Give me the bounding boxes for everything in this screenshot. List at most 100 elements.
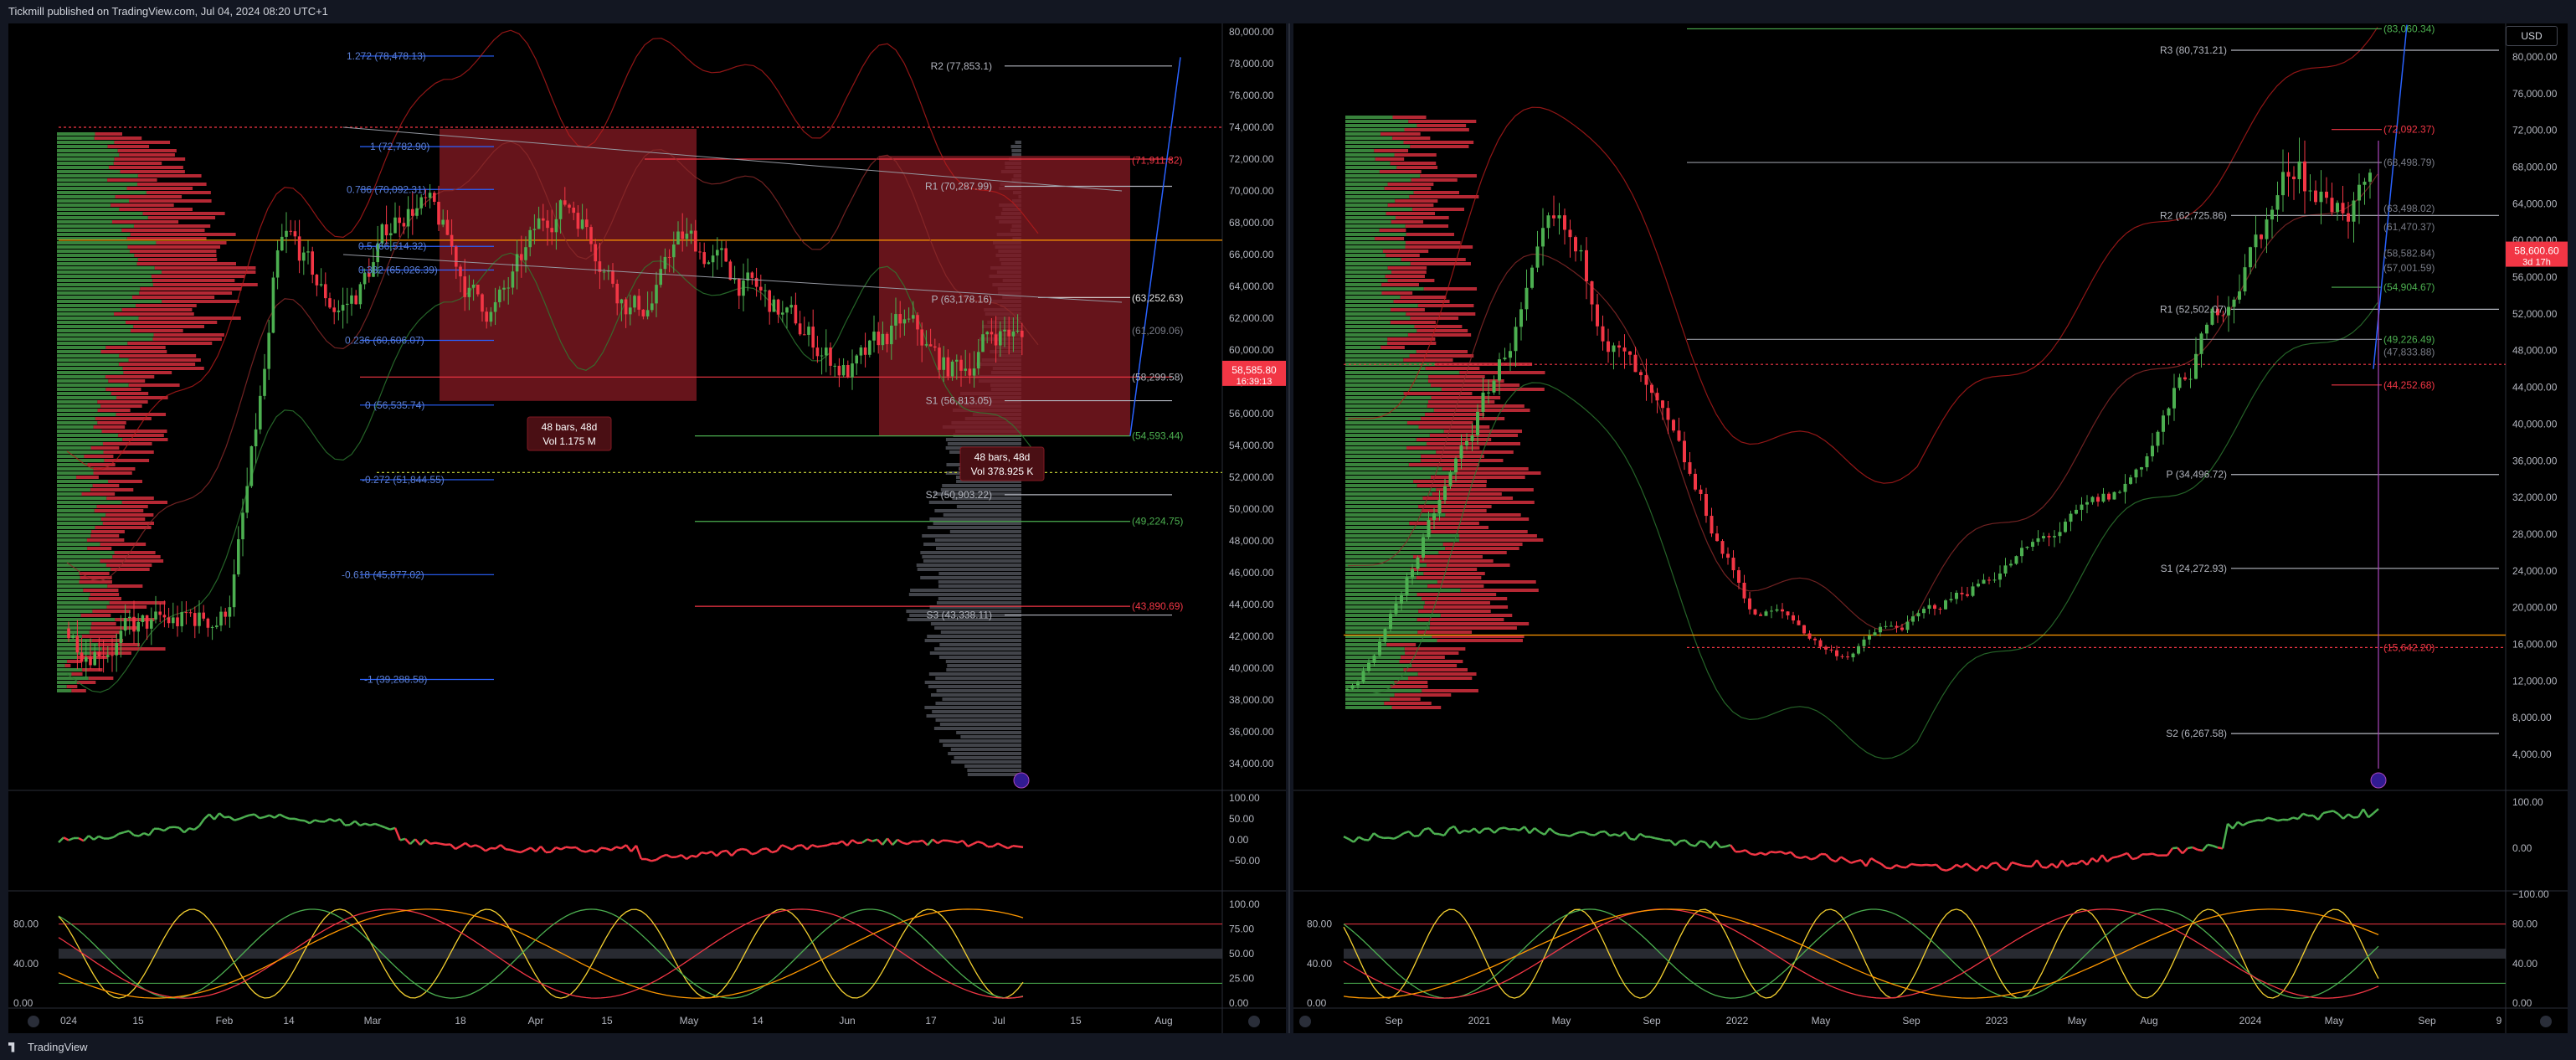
rsi-line-segment — [560, 846, 567, 851]
volume-profile-bar — [1345, 547, 1446, 550]
volume-profile-bar — [1460, 589, 1539, 592]
volume-profile-bar — [57, 141, 115, 144]
candle-body — [167, 617, 171, 624]
rsi-line-segment — [2095, 854, 2104, 863]
candle-body — [580, 219, 584, 229]
rsi-line-segment — [2322, 810, 2329, 815]
candle-body — [2042, 536, 2045, 538]
candle-body — [132, 616, 136, 632]
level-label: (43,890.69) — [1132, 600, 1183, 612]
currency-selector[interactable]: USD — [2506, 26, 2558, 46]
candle-body — [275, 250, 280, 278]
stoch-left-axis-label: 0.00 — [13, 997, 33, 1009]
fixed-range-profile-bar — [949, 530, 1021, 533]
candle-body — [411, 208, 414, 216]
volume-profile-bar — [1345, 224, 1406, 228]
rsi-line-segment — [178, 826, 185, 834]
volume-profile-bar — [1345, 258, 1401, 261]
rsi-line-segment — [384, 826, 391, 831]
rsi-line-segment — [399, 837, 406, 841]
level-label: (54,904.67) — [2383, 281, 2435, 293]
left-chart-panel[interactable]: 80,000.00 78,000.00 76,000.00 74,000.00 72,0… — [8, 23, 1286, 1033]
candle-body — [912, 315, 915, 319]
rsi-line-segment — [183, 827, 190, 834]
rsi-line-segment — [1599, 830, 1606, 833]
volume-profile-bar — [1442, 543, 1523, 546]
rsi-line-segment — [414, 838, 421, 846]
volume-profile-bar — [57, 316, 139, 320]
volume-profile-bar — [126, 187, 193, 190]
rsi-line-segment — [314, 819, 321, 823]
candle-body — [1879, 626, 1882, 633]
rsi-line-segment — [771, 850, 778, 854]
rsi-line-segment — [962, 840, 969, 847]
auto-scale-button[interactable] — [1248, 1016, 1260, 1027]
volume-profile-bar — [1387, 266, 1427, 270]
volume-profile-bar — [1399, 660, 1463, 663]
stoch-left-axis-label: 40.00 — [1307, 958, 1332, 970]
candle-body — [855, 355, 858, 364]
right-chart-panel[interactable]: USD 80,000.00 76,000.00 72,000.00 68,000.00… — [1293, 23, 2568, 1033]
volume-profile-bar — [1345, 178, 1411, 182]
candle-body — [1688, 462, 1692, 474]
rsi-line-segment — [2352, 816, 2359, 819]
candle-body — [93, 651, 96, 666]
rsi-line-segment — [1589, 833, 1596, 836]
candle-body — [506, 287, 510, 289]
rsi-line-segment — [98, 835, 105, 840]
candle-body — [999, 331, 1002, 346]
candle-body — [1797, 620, 1801, 625]
fixed-range-profile-bar — [916, 563, 1021, 567]
price-axis-label: 36,000.00 — [2512, 455, 2558, 466]
range-box — [879, 156, 1130, 436]
volume-profile-bar — [1411, 664, 1458, 667]
volume-profile-bar — [57, 651, 92, 655]
panel-divider[interactable] — [1288, 23, 1290, 1033]
rsi-line-segment — [1920, 863, 1927, 867]
volume-profile-bar — [57, 417, 95, 420]
reset-zoom-button[interactable] — [1299, 1016, 1311, 1027]
rsi-line-segment — [1850, 860, 1857, 864]
volume-profile-bar — [77, 656, 108, 659]
candle-body — [306, 251, 310, 253]
candle-body — [193, 613, 197, 626]
rsi-line-segment — [349, 820, 356, 826]
rsi-line-segment — [1845, 859, 1852, 864]
rsi-line-segment — [1594, 831, 1601, 836]
auto-scale-button[interactable] — [2540, 1016, 2552, 1027]
rsi-line-segment — [1442, 828, 1451, 836]
rsi-line-segment — [2011, 861, 2018, 865]
volume-profile-bar — [1345, 517, 1429, 521]
rsi-line-segment — [575, 846, 582, 852]
volume-profile-bar — [106, 605, 147, 609]
candle-body — [2357, 184, 2361, 201]
volume-profile-bar — [57, 517, 101, 521]
volume-profile-bar — [1423, 572, 1485, 575]
candle-body — [2058, 532, 2062, 537]
volume-profile-bar — [1430, 622, 1530, 625]
rsi-line-segment — [1428, 827, 1435, 835]
rsi-line-segment — [630, 844, 637, 852]
rsi-line-segment — [1523, 826, 1531, 835]
volume-profile-bar — [1345, 132, 1381, 136]
candle-body — [2145, 456, 2149, 468]
candle-body — [1851, 653, 1855, 658]
volume-profile-bar — [1345, 187, 1385, 190]
rsi-line-segment — [922, 839, 928, 846]
price-axis-label: 38,000.00 — [1229, 694, 1274, 706]
candle-body — [2352, 200, 2356, 222]
fixed-range-profile-bar — [938, 597, 1021, 600]
rsi-line-segment — [520, 849, 527, 854]
volume-profile-bar — [92, 610, 131, 613]
bollinger-band-line — [1347, 27, 2378, 484]
rsi-line-segment — [465, 841, 471, 848]
fixed-range-profile-bar — [936, 601, 1021, 605]
level-label: (47,833.88) — [2383, 347, 2435, 358]
candle-body — [1612, 345, 1616, 352]
volume-profile-bar — [102, 442, 152, 445]
tradingview-brand[interactable]: TradingView — [8, 1041, 88, 1053]
volume-profile-bar — [57, 250, 130, 253]
level-label: (61,209.06) — [1132, 325, 1183, 337]
rsi-line-segment — [1926, 863, 1932, 867]
reset-zoom-button[interactable] — [28, 1016, 39, 1027]
